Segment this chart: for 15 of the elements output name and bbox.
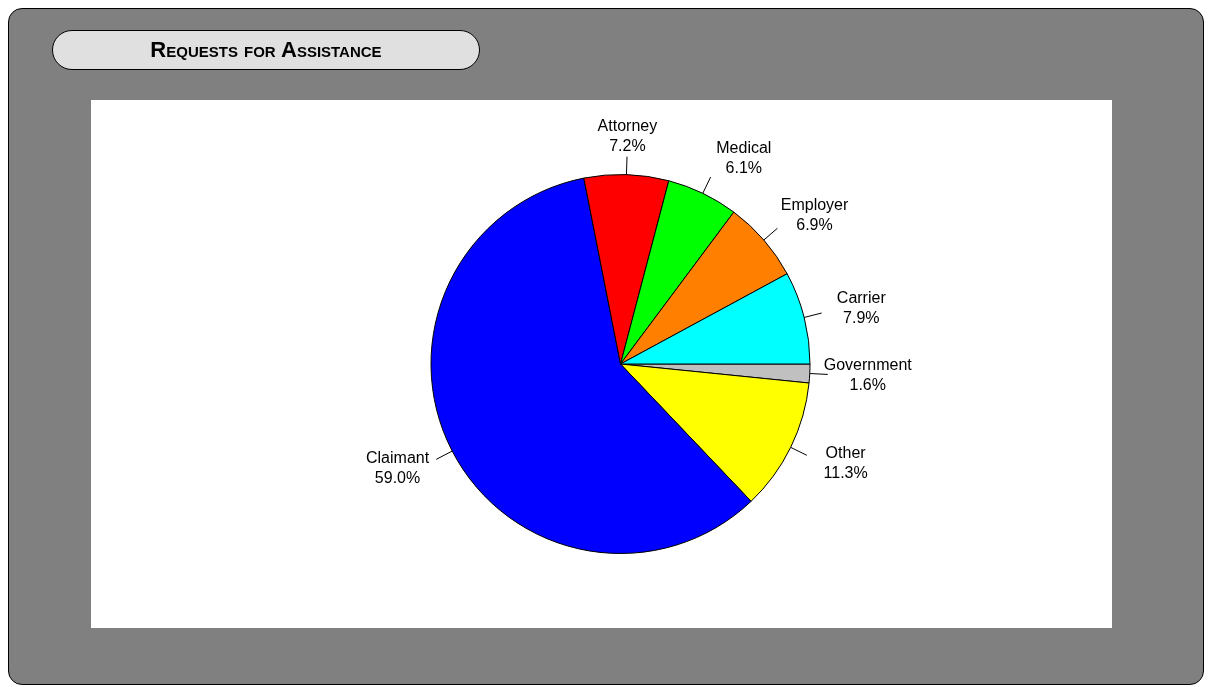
slice-label: Claimant (365, 448, 430, 466)
slice-label: Carrier (836, 288, 887, 306)
data-label: 1.6% (849, 375, 886, 393)
slice-label: Medical (716, 139, 772, 157)
slice-label: Government (823, 355, 913, 373)
data-label: 59.0% (374, 468, 421, 486)
data-label: 6.1% (725, 159, 763, 177)
slice-label: Employer (780, 195, 849, 213)
slice-label: Other (825, 444, 867, 462)
chart-title: Requests for Assistance (52, 30, 480, 70)
data-label: 7.9% (843, 308, 880, 326)
data-label: 6.9% (796, 215, 833, 233)
slice-label: Attorney (597, 117, 658, 135)
data-label: 11.3% (823, 464, 868, 482)
data-label: 7.2% (609, 137, 646, 155)
